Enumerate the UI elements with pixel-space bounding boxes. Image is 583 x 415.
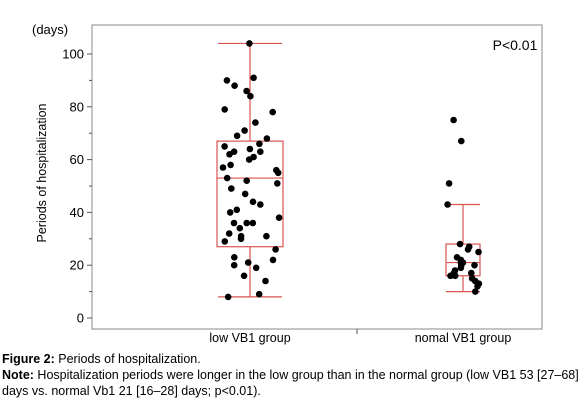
y-unit-label: (days): [32, 22, 68, 37]
data-point: [230, 219, 238, 227]
data-point: [245, 156, 253, 163]
data-point: [247, 92, 254, 100]
data-point: [236, 224, 244, 232]
note-label: Note:: [2, 368, 34, 382]
y-tick-label: 60: [70, 152, 84, 167]
data-point: [221, 106, 228, 113]
y-tick-label: 0: [77, 311, 84, 326]
data-point: [445, 180, 453, 187]
data-point: [223, 77, 231, 84]
data-point: [263, 135, 271, 142]
data-point: [256, 140, 263, 148]
data-point: [241, 127, 248, 134]
x-tick-label: low VB1 group: [209, 331, 290, 345]
data-point: [246, 40, 253, 47]
data-point: [219, 164, 227, 171]
data-point: [274, 180, 281, 187]
data-point: [451, 272, 459, 280]
data-point: [227, 161, 234, 169]
data-point: [243, 177, 250, 184]
data-point: [272, 246, 279, 253]
figure-title: Periods of hospitalization.: [54, 352, 201, 366]
data-point: [250, 74, 257, 82]
data-point: [468, 269, 475, 277]
data-point: [224, 293, 232, 301]
data-point: [230, 261, 238, 269]
data-point: [263, 232, 270, 240]
data-point: [255, 290, 263, 298]
y-tick-label: 100: [62, 47, 84, 62]
data-point: [241, 190, 249, 198]
data-point: [262, 277, 269, 285]
data-point: [474, 283, 481, 290]
data-point: [231, 82, 238, 89]
y-tick-label: 80: [70, 99, 84, 114]
figure-label: Figure 2:: [2, 352, 55, 366]
p-value-annotation: P<0.01: [493, 37, 538, 53]
data-point: [246, 145, 254, 153]
data-point: [221, 238, 229, 245]
data-point: [221, 143, 228, 150]
data-point: [447, 272, 454, 280]
data-point: [274, 169, 282, 177]
data-point: [252, 264, 260, 272]
data-point: [240, 272, 248, 280]
note-text: Hospitalization periods were longer in t…: [2, 368, 579, 398]
iqr-box: [216, 140, 284, 248]
x-tick-label: nomal VB1 group: [415, 331, 512, 345]
data-point: [472, 288, 479, 295]
box-plot-chart: 0 20 40 60 80 100 low VB1 group nomal VB1 group…: [32, 22, 543, 345]
data-point: [269, 108, 277, 116]
y-tick-label: 20: [70, 258, 84, 273]
data-point: [233, 132, 241, 140]
data-point: [464, 246, 472, 253]
data-point: [225, 230, 233, 237]
data-point: [471, 261, 478, 269]
data-point: [257, 201, 264, 208]
data-point: [223, 174, 231, 182]
data-point: [243, 219, 250, 227]
data-point: [257, 148, 264, 155]
data-point: [444, 201, 451, 208]
y-axis-title: Periods of hospitalization: [35, 103, 49, 242]
data-point: [475, 248, 482, 256]
figure-caption: Figure 2: Periods of hospitalization. No…: [2, 351, 580, 399]
data-point: [275, 214, 283, 221]
data-point: [228, 185, 235, 192]
data-point: [456, 240, 464, 248]
data-point: [244, 259, 252, 266]
plot-frame: [91, 24, 543, 330]
data-point: [269, 256, 277, 264]
data-point: [252, 119, 259, 126]
data-point: [249, 198, 257, 206]
data-point: [458, 137, 465, 145]
data-point: [237, 235, 245, 243]
data-point: [233, 206, 241, 214]
data-point: [231, 253, 238, 261]
data-point: [226, 151, 233, 158]
data-point: [226, 209, 234, 216]
data-point: [450, 116, 457, 124]
data-point: [457, 264, 465, 272]
y-tick-label: 40: [70, 205, 84, 220]
data-point: [249, 219, 257, 227]
data-point: [243, 87, 250, 95]
